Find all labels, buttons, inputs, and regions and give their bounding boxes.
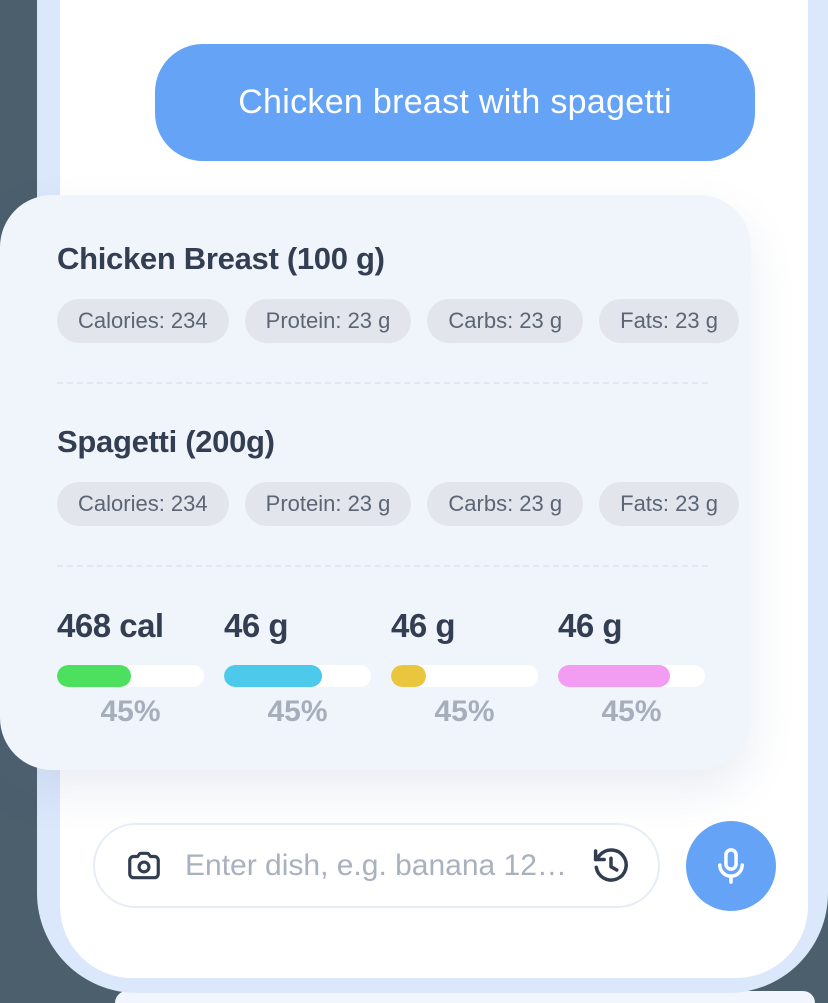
history-icon	[590, 845, 632, 887]
camera-button[interactable]	[125, 847, 163, 885]
protein-progress-bar	[224, 665, 371, 687]
section-divider	[57, 382, 708, 384]
carbs-progress-fill	[391, 665, 427, 687]
carbs-pill: Carbs: 23 g	[427, 482, 584, 526]
fats-pill: Fats: 23 g	[599, 482, 739, 526]
user-message-bubble: Chicken breast with spagetti	[155, 44, 755, 161]
total-percent: 45%	[100, 695, 161, 728]
total-fats-column: 46 g 45%	[558, 607, 705, 729]
total-protein-column: 46 g 45%	[224, 607, 371, 729]
calories-progress-bar	[57, 665, 204, 687]
user-message-text: Chicken breast with spagetti	[238, 83, 672, 121]
section-divider	[57, 565, 708, 567]
microphone-icon	[710, 845, 752, 887]
calories-pill: Calories: 234	[57, 482, 229, 526]
fats-progress-bar	[558, 665, 705, 687]
total-carbs-column: 46 g 45%	[391, 607, 538, 729]
total-value: 46 g	[224, 607, 289, 644]
totals-row: 468 cal 45% 46 g 45% 46 g 45%	[57, 607, 714, 729]
total-percent: 45%	[434, 695, 495, 728]
food-section-chicken: Chicken Breast (100 g) Calories: 234 Pro…	[57, 241, 739, 343]
nutrient-pill-row: Calories: 234 Protein: 23 g Carbs: 23 g …	[57, 299, 739, 343]
carbs-pill: Carbs: 23 g	[427, 299, 584, 343]
history-button[interactable]	[590, 845, 632, 887]
dish-input-bar[interactable]	[93, 823, 660, 908]
backdrop-strip	[115, 991, 815, 1003]
total-percent: 45%	[601, 695, 662, 728]
food-title: Spagetti (200g)	[57, 424, 275, 459]
total-calories-column: 468 cal 45%	[57, 607, 204, 729]
total-value: 46 g	[558, 607, 623, 644]
total-value: 46 g	[391, 607, 456, 644]
food-section-spagetti: Spagetti (200g) Calories: 234 Protein: 2…	[57, 424, 739, 526]
calories-progress-fill	[57, 665, 131, 687]
total-percent: 45%	[267, 695, 328, 728]
protein-progress-fill	[224, 665, 323, 687]
nutrition-result-card: Chicken Breast (100 g) Calories: 234 Pro…	[0, 195, 751, 770]
fats-pill: Fats: 23 g	[599, 299, 739, 343]
total-value: 468 cal	[57, 607, 164, 644]
voice-input-button[interactable]	[686, 821, 776, 911]
protein-pill: Protein: 23 g	[244, 299, 412, 343]
protein-pill: Protein: 23 g	[244, 482, 412, 526]
camera-icon	[125, 847, 163, 885]
carbs-progress-bar	[391, 665, 538, 687]
calories-pill: Calories: 234	[57, 299, 229, 343]
food-title: Chicken Breast (100 g)	[57, 241, 385, 276]
dish-text-input[interactable]	[183, 847, 570, 884]
nutrient-pill-row: Calories: 234 Protein: 23 g Carbs: 23 g …	[57, 482, 739, 526]
fats-progress-fill	[558, 665, 670, 687]
